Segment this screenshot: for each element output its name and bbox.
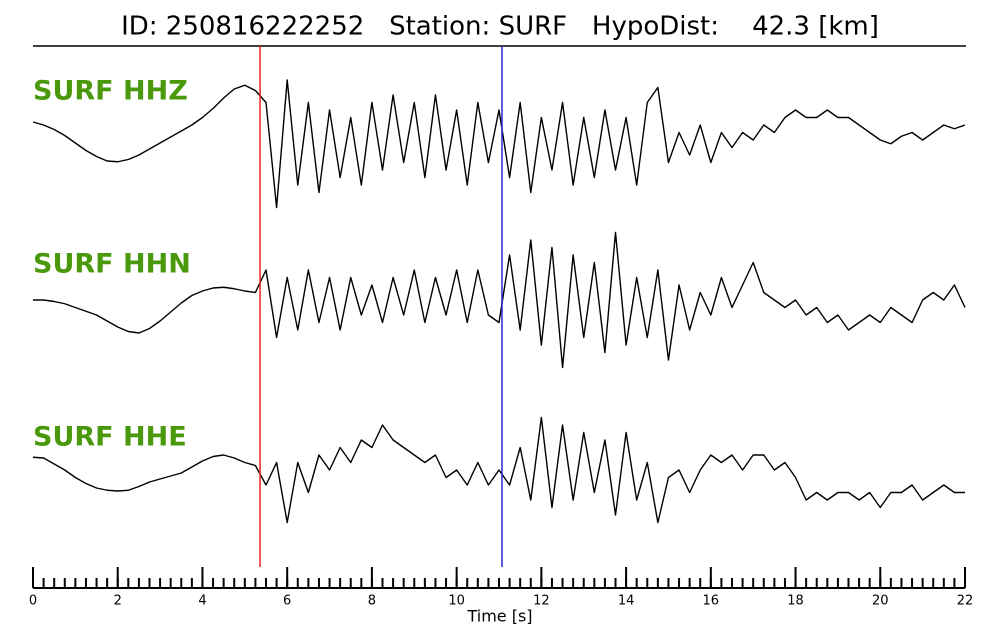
x-tick-label: 20 bbox=[872, 594, 889, 609]
x-tick-label: 8 bbox=[368, 594, 376, 609]
x-tick-label: 2 bbox=[114, 594, 122, 609]
x-tick-label: 16 bbox=[703, 594, 720, 609]
x-tick-label: 12 bbox=[533, 594, 550, 609]
x-tick-label: 18 bbox=[787, 594, 804, 609]
chart-title: ID: 250816222252 Station: SURF HypoDist:… bbox=[121, 12, 879, 42]
trace-label: SURF HHZ bbox=[33, 76, 188, 107]
trace bbox=[33, 231, 966, 369]
x-tick-label: 0 bbox=[29, 594, 37, 609]
x-tick-label: 6 bbox=[283, 594, 291, 609]
trace bbox=[32, 79, 966, 209]
x-tick-label: 22 bbox=[957, 594, 974, 609]
x-tick-label: 14 bbox=[618, 594, 635, 609]
x-axis-label: Time [s] bbox=[466, 607, 532, 626]
trace bbox=[32, 416, 965, 524]
trace-label: SURF HHE bbox=[33, 422, 187, 453]
x-tick-label: 10 bbox=[448, 594, 465, 609]
x-tick-label: 4 bbox=[198, 594, 206, 609]
trace-label: SURF HHN bbox=[33, 249, 191, 280]
